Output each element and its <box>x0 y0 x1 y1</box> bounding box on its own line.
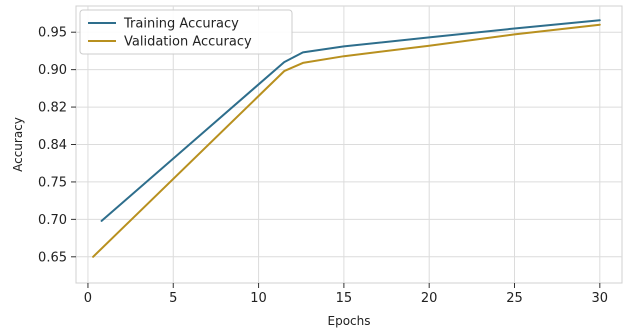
x-tick-label: 25 <box>506 291 523 306</box>
x-tick-label: 10 <box>250 291 267 306</box>
series-line-validation <box>93 25 600 257</box>
y-tick-label: 0.70 <box>38 213 67 228</box>
x-tick-label: 5 <box>169 291 177 306</box>
x-tick-label: 15 <box>336 291 353 306</box>
x-tick-label: 20 <box>421 291 438 306</box>
axes: 0 5 10 15 20 25 30 0.65 0.70 0.75 0.84 0.82 0.90 0.95 <box>38 26 608 306</box>
legend-label: Training Accuracy <box>123 17 239 32</box>
legend-label: Validation Accuracy <box>124 35 252 50</box>
y-tick-label: 0.82 <box>38 101 67 116</box>
y-tick-label: 0.95 <box>38 26 67 41</box>
series-lines <box>93 20 600 257</box>
y-tick-label: 0.65 <box>38 250 67 265</box>
x-tick-label: 30 <box>592 291 609 306</box>
y-tick-label: 0.90 <box>38 63 67 78</box>
x-tick-label: 0 <box>84 291 92 306</box>
x-axis-label: Epochs <box>328 314 371 328</box>
y-axis-label: Accuracy <box>11 117 25 172</box>
y-tick-label: 0.75 <box>38 175 67 190</box>
legend: Training Accuracy Validation Accuracy <box>80 10 292 54</box>
y-tick-label: 0.84 <box>38 138 67 153</box>
